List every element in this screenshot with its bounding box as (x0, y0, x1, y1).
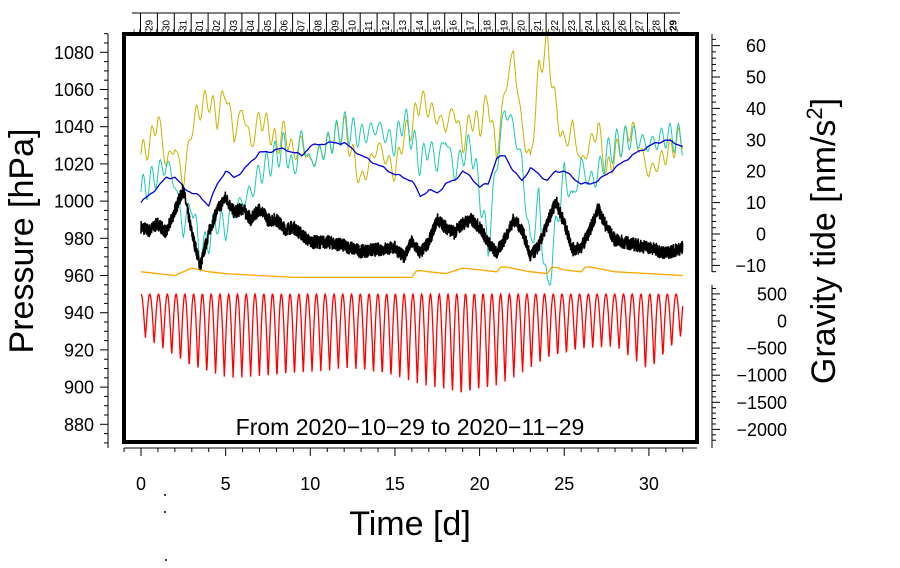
right-axis-label-end: ] (805, 98, 843, 107)
date-label: 09 (330, 19, 341, 31)
right-lower-axis-tick-label: 500 (757, 284, 787, 304)
date-label: 01 (195, 19, 206, 31)
series-layer (140, 30, 684, 393)
right-axis-lower: 500 0 −500 −1000 −1500 −2000 (711, 284, 787, 448)
date-label: 16 (449, 19, 460, 31)
date-range-annotation: From 2020−10−29 to 2020−11−29 (236, 414, 585, 440)
left-axis-tick-label: 1080 (54, 43, 94, 63)
left-axis-tick-label: 940 (64, 303, 94, 323)
right-lower-axis-tick-label: −500 (746, 339, 787, 359)
date-label: 28 (652, 19, 663, 31)
stray-dot (165, 559, 167, 561)
right-upper-axis-tick-label: 20 (746, 162, 766, 182)
date-label: 30 (161, 19, 172, 31)
date-strip: 29 30 31 01 02 03 04 05 06 07 08 09 10 11 12 13 14 15 16 17… (132, 12, 680, 33)
stray-dot (164, 511, 166, 513)
left-axis-tick-label: 1040 (54, 117, 94, 137)
date-label: 29 (668, 19, 679, 31)
right-lower-axis-tick-label: −1000 (736, 366, 787, 386)
left-axis-tick-label: 1020 (54, 154, 94, 174)
x-axis-tick-label: 25 (554, 474, 574, 494)
right-lower-axis-tick-label: −1500 (736, 393, 787, 413)
date-label: 21 (533, 19, 544, 31)
series-line-orange (140, 266, 683, 279)
date-label: 15 (432, 19, 443, 31)
date-label: 17 (466, 19, 477, 31)
right-upper-axis-tick-label: 50 (746, 68, 766, 88)
left-axis-tick-label: 900 (64, 378, 94, 398)
date-label: 29 (145, 19, 156, 31)
right-upper-axis-tick-label: 10 (746, 193, 766, 213)
left-axis-tick-label: 880 (64, 415, 94, 435)
left-axis-tick-label: 1000 (54, 192, 94, 212)
date-label: 19 (499, 19, 510, 31)
x-axis-tick-label: 30 (639, 474, 659, 494)
x-axis-tick-label: 10 (300, 474, 320, 494)
date-label: 14 (415, 19, 426, 31)
date-label: 25 (601, 19, 612, 31)
x-axis-label: Time [d] (349, 505, 471, 543)
right-lower-axis-tick-label: 0 (777, 312, 787, 332)
date-label: 05 (263, 19, 274, 31)
left-axis: 880 900 920 940 960 980 1000 1020 1040 1060 1080 (54, 33, 109, 448)
right-upper-axis-tick-label: −10 (735, 256, 766, 276)
date-label: 27 (635, 19, 646, 31)
right-axis-label-sup: 2 (802, 107, 827, 119)
x-axis-tick-label: 5 (221, 474, 231, 494)
date-label: 07 (297, 19, 308, 31)
date-label: 18 (483, 19, 494, 31)
date-label: 12 (381, 19, 392, 31)
date-label: 23 (567, 19, 578, 31)
date-label: 04 (246, 19, 257, 31)
right-upper-axis-tick-label: 30 (746, 130, 766, 150)
right-upper-axis-tick-label: 0 (756, 225, 766, 245)
date-label: 11 (364, 20, 375, 31)
date-label: 06 (280, 19, 291, 31)
right-lower-axis-tick-label: −2000 (736, 420, 787, 440)
left-axis-tick-label: 960 (64, 266, 94, 286)
right-upper-axis-tick-label: 60 (746, 36, 766, 56)
plot-frame (122, 32, 699, 444)
x-axis-tick-label: 0 (136, 474, 146, 494)
date-label: 10 (347, 19, 358, 31)
left-axis-tick-label: 920 (64, 340, 94, 360)
x-axis-tick-label: 15 (385, 474, 405, 494)
right-upper-axis-tick-label: 40 (746, 99, 766, 119)
date-label: 20 (516, 19, 527, 31)
date-label: 03 (229, 19, 240, 31)
x-axis-tick-label: 20 (470, 474, 490, 494)
date-label: 26 (618, 19, 629, 31)
date-label: 31 (178, 19, 189, 31)
date-label: 08 (314, 19, 325, 31)
date-label: 02 (212, 19, 223, 31)
series-line-pressure (140, 184, 684, 270)
date-label: 24 (584, 19, 595, 31)
right-axis-upper: 60 50 40 30 20 10 0 −10 (711, 34, 766, 276)
series-line-gravity-tide (140, 139, 683, 207)
stray-dot (164, 494, 166, 496)
date-label: 13 (398, 19, 409, 31)
date-label: 22 (550, 19, 561, 31)
series-line-pressure-tide (140, 30, 684, 191)
right-axis-label-main: Gravity tide [nm/s (805, 120, 843, 385)
left-axis-tick-label: 1060 (54, 80, 94, 100)
right-axis-label: Gravity tide [nm/s2] (802, 98, 843, 384)
x-axis: 0 5 10 15 20 25 30 (123, 447, 697, 494)
left-axis-label: Pressure [hPa] (3, 129, 41, 354)
series-line-red (140, 292, 684, 393)
left-axis-tick-label: 980 (64, 229, 94, 249)
